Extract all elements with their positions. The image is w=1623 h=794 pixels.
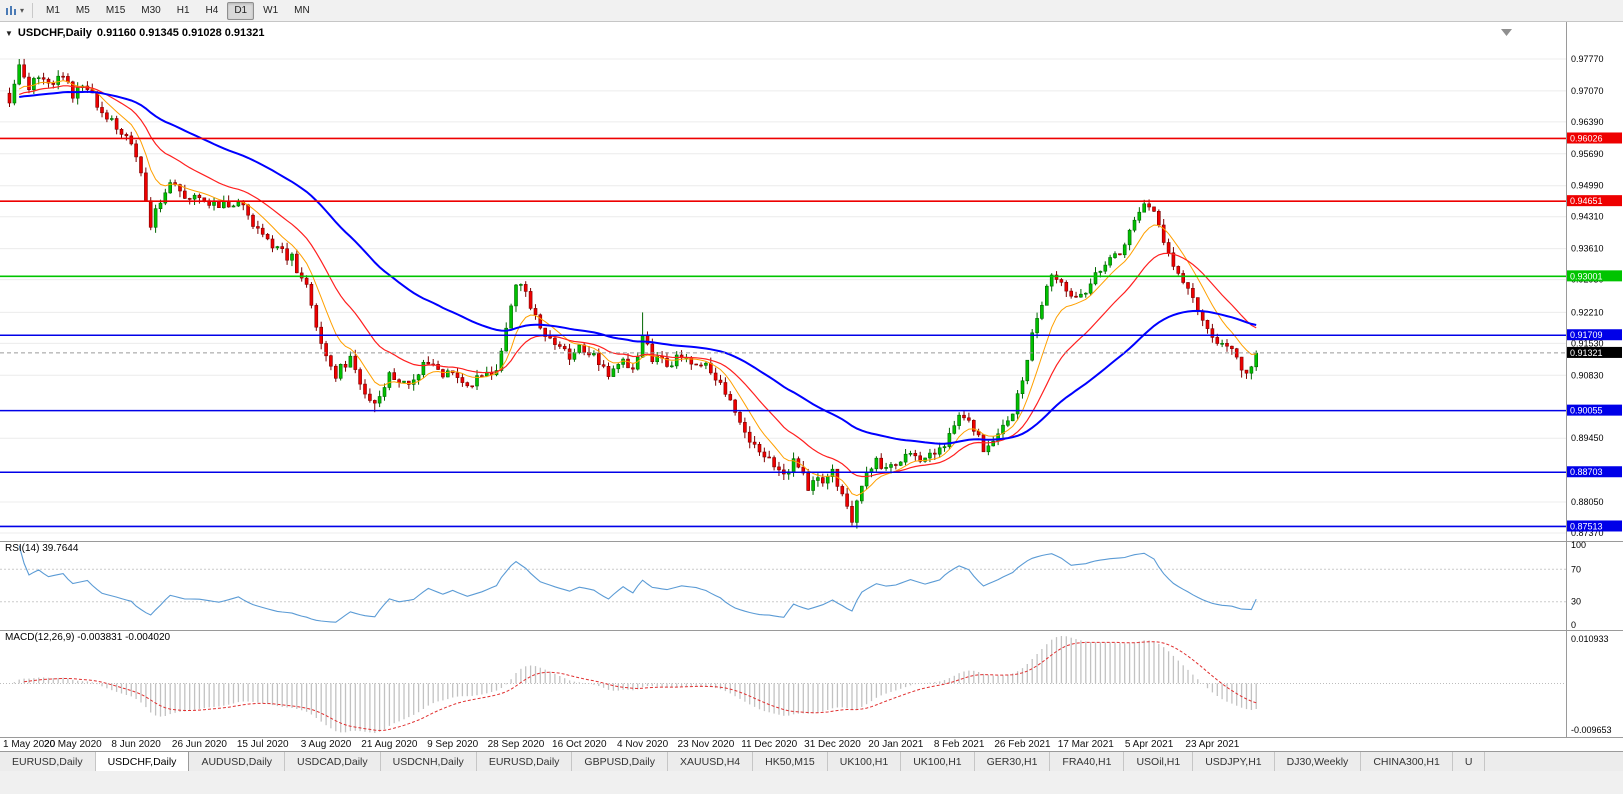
svg-text:0.94990: 0.94990 [1571, 181, 1604, 191]
timeframe-button-d1[interactable]: D1 [227, 1, 255, 20]
chart-tab-usdcnh-daily[interactable]: USDCNH,Daily [380, 752, 477, 771]
window-bottom-strip [0, 771, 1623, 794]
svg-text:0.96026: 0.96026 [1570, 133, 1603, 143]
chart-tab-usdjpy-h1[interactable]: USDJPY,H1 [1193, 752, 1275, 771]
chart-tab-gbpusd-daily[interactable]: GBPUSD,Daily [572, 752, 669, 771]
date-label: 26 Feb 2021 [994, 739, 1051, 750]
svg-text:70: 70 [1571, 564, 1581, 574]
rsi-line [18, 545, 1257, 623]
svg-text:0.93001: 0.93001 [1570, 271, 1603, 281]
date-label: 15 Jul 2020 [236, 739, 289, 750]
svg-text:0.96390: 0.96390 [1571, 117, 1604, 127]
date-label: 23 Nov 2020 [677, 739, 735, 750]
chart-tab-ger30-h1[interactable]: GER30,H1 [974, 752, 1051, 771]
svg-text:0.94310: 0.94310 [1571, 212, 1604, 222]
chart-tab-usdchf-daily[interactable]: USDCHF,Daily [95, 752, 190, 771]
timeframes-toolbar: ▾ M1 M5 M15 M30 H1 H4 D1 W1 MN [0, 0, 1623, 22]
svg-text:0.91709: 0.91709 [1570, 330, 1603, 340]
svg-text:0: 0 [1571, 620, 1576, 630]
ma-line-55 [19, 90, 1257, 445]
timeframe-button-m5[interactable]: M5 [75, 4, 90, 16]
date-label: 3 Aug 2020 [300, 739, 352, 750]
timeframe-button-mn[interactable]: MN [294, 4, 310, 16]
svg-text:0.87513: 0.87513 [1570, 521, 1603, 531]
svg-text:0.97070: 0.97070 [1571, 86, 1604, 96]
svg-text:30: 30 [1571, 597, 1581, 607]
timeframe-button-h4[interactable]: H4 [205, 4, 219, 16]
svg-text:0.97770: 0.97770 [1571, 54, 1604, 64]
chart-tab-xauusd-h4[interactable]: XAUUSD,H4 [668, 752, 754, 771]
timeframe-button-m30[interactable]: M30 [141, 4, 161, 16]
chart-tab-china300-h1[interactable]: CHINA300,H1 [1361, 752, 1453, 771]
candlesticks [7, 58, 1258, 529]
svg-text:-0.009653: -0.009653 [1571, 725, 1612, 735]
timeframe-button-w1[interactable]: W1 [263, 4, 279, 16]
svg-text:0.010933: 0.010933 [1571, 634, 1609, 644]
date-label: 11 Dec 2020 [741, 739, 798, 750]
date-label: 31 Dec 2020 [804, 739, 861, 750]
chart-tab-eurusd-daily[interactable]: EURUSD,Daily [476, 752, 573, 771]
date-label: 16 Oct 2020 [552, 739, 607, 750]
svg-text:0.91530: 0.91530 [1571, 338, 1604, 348]
svg-text:0.91321: 0.91321 [1570, 348, 1603, 358]
date-label: 17 Mar 2021 [1057, 739, 1114, 750]
svg-text:0.94651: 0.94651 [1570, 196, 1603, 206]
price-chart-canvas[interactable]: 0.97770 0.97070 0.96390 0.95690 0.94990 0.943… [0, 22, 1623, 737]
chart-window[interactable]: 0.97770 0.97070 0.96390 0.95690 0.94990 0.943… [0, 22, 1623, 737]
svg-text:0.89450: 0.89450 [1571, 433, 1604, 443]
date-label: 20 May 2020 [43, 739, 102, 750]
svg-text:0.95690: 0.95690 [1571, 149, 1604, 159]
date-label: 8 Feb 2021 [933, 739, 985, 750]
date-label: 20 Jan 2021 [868, 739, 924, 750]
timeframe-button-m15[interactable]: M15 [105, 4, 126, 16]
ma-line-20 [19, 85, 1257, 478]
chart-tab-usdcad-daily[interactable]: USDCAD,Daily [285, 752, 381, 771]
chart-tab-usoil-h1[interactable]: USOil,H1 [1124, 752, 1194, 771]
svg-text:0.88050: 0.88050 [1571, 497, 1604, 507]
date-label: 21 Aug 2020 [361, 739, 418, 750]
svg-text:0.93610: 0.93610 [1571, 244, 1604, 254]
svg-text:0.92210: 0.92210 [1571, 307, 1604, 317]
date-label: 28 Sep 2020 [487, 739, 545, 750]
date-label: 23 Apr 2021 [1185, 739, 1240, 750]
svg-text:100: 100 [1571, 540, 1586, 550]
timeframe-buttons: M1 M5 M15 M30 H1 H4 D1 W1 MN [38, 1, 318, 20]
chart-tab-eurusd-daily[interactable]: EURUSD,Daily [0, 752, 96, 771]
chart-tab-hk50-m15[interactable]: HK50,M15 [753, 752, 828, 771]
dropdown-caret-icon[interactable]: ▾ [20, 6, 25, 15]
chart-tab-dj30-weekly[interactable]: DJ30,Weekly [1274, 752, 1362, 771]
timeframe-button-m1[interactable]: M1 [46, 4, 60, 16]
svg-text:0.90830: 0.90830 [1571, 370, 1604, 380]
chart-tab-bar: EURUSD,Daily USDCHF,Daily AUDUSD,Daily USDC… [0, 751, 1623, 771]
chart-tab-audusd-daily[interactable]: AUDUSD,Daily [189, 752, 286, 771]
chart-tab-fra40-h1[interactable]: FRA40,H1 [1050, 752, 1125, 771]
chart-tab-uk100-h1[interactable]: UK100,H1 [901, 752, 975, 771]
date-label: 4 Nov 2020 [617, 739, 669, 750]
svg-text:0.87370: 0.87370 [1571, 528, 1604, 538]
svg-text:0.88703: 0.88703 [1570, 467, 1603, 477]
time-axis[interactable]: 1 May 2020 20 May 2020 8 Jun 2020 26 Jun 20… [0, 737, 1623, 751]
ma-line-8 [18, 80, 1257, 497]
date-label: 5 Apr 2021 [1124, 739, 1174, 750]
chart-tab-uk100-h1[interactable]: UK100,H1 [827, 752, 902, 771]
date-label: 1 May 2020 [3, 739, 56, 750]
svg-text:0.90055: 0.90055 [1570, 406, 1603, 416]
date-label: 8 Jun 2020 [111, 739, 161, 750]
date-label: 9 Sep 2020 [427, 739, 479, 750]
chart-shift-marker-icon [1501, 29, 1512, 36]
chart-type-icon[interactable] [5, 5, 19, 17]
macd-signal-line [24, 641, 1257, 732]
toolbar-separator [32, 3, 34, 18]
macd-histogram [13, 636, 1257, 733]
chart-tab-u[interactable]: U [1452, 752, 1486, 771]
timeframe-button-h1[interactable]: H1 [176, 4, 190, 16]
date-label: 26 Jun 2020 [171, 739, 227, 750]
